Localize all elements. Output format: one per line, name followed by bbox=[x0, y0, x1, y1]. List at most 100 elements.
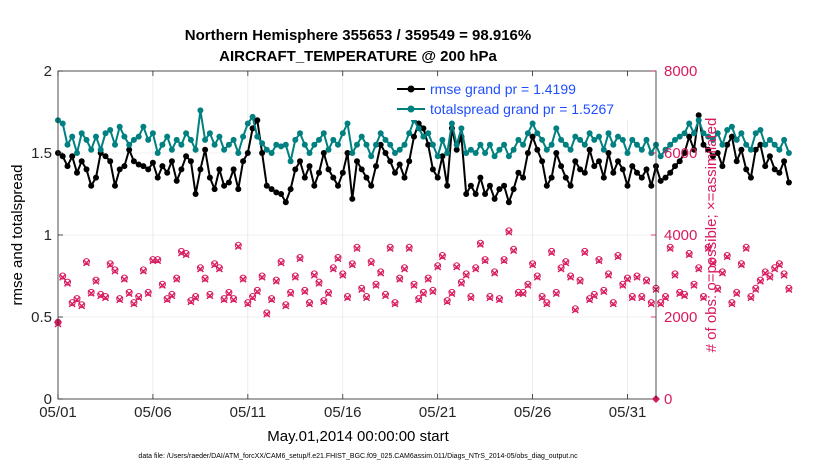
obs-possible-point bbox=[225, 288, 233, 296]
data-point bbox=[434, 153, 441, 160]
data-point bbox=[102, 153, 109, 160]
obs-possible-point bbox=[325, 288, 332, 296]
data-point bbox=[259, 140, 266, 147]
obs-possible-point bbox=[718, 268, 726, 276]
data-point bbox=[539, 136, 546, 143]
obs-assimilated-point bbox=[500, 257, 508, 265]
series-2 bbox=[54, 227, 793, 326]
data-point bbox=[83, 136, 90, 143]
obs-possible-point bbox=[367, 258, 375, 266]
x-tick-label: 05/26 bbox=[514, 404, 552, 421]
y-right-tick-label: 6000 bbox=[664, 145, 697, 162]
data-point bbox=[562, 174, 569, 181]
series-1 bbox=[55, 107, 792, 165]
legend: rmse grand pr = 1.4199 totalspread grand… bbox=[393, 78, 655, 120]
data-point bbox=[368, 182, 375, 189]
obs-possible-point bbox=[415, 295, 423, 303]
obs-assimilated-point bbox=[548, 249, 556, 257]
data-point bbox=[344, 120, 351, 127]
obs-assimilated-point bbox=[291, 273, 299, 281]
data-point bbox=[306, 163, 313, 170]
data-point bbox=[747, 174, 754, 181]
obs-possible-point bbox=[438, 252, 446, 259]
data-point bbox=[358, 166, 365, 173]
x-tick-label: 05/21 bbox=[419, 404, 457, 421]
obs-assimilated-point bbox=[576, 277, 584, 285]
data-point bbox=[738, 130, 745, 137]
data-point bbox=[491, 153, 498, 160]
data-point bbox=[572, 133, 579, 140]
obs-possible-point bbox=[609, 299, 617, 307]
data-point bbox=[69, 133, 76, 140]
data-point bbox=[439, 153, 446, 160]
obs-possible-point bbox=[557, 264, 565, 272]
obs-possible-point bbox=[695, 264, 703, 272]
data-point bbox=[771, 141, 778, 148]
obs-assimilated-point bbox=[73, 296, 81, 304]
obs-assimilated-point bbox=[391, 300, 399, 308]
obs-possible-point bbox=[315, 278, 323, 286]
data-point bbox=[164, 169, 171, 176]
obs-possible-point bbox=[472, 264, 480, 272]
data-point bbox=[562, 141, 569, 148]
obs-assimilated-point bbox=[529, 261, 537, 269]
obs-assimilated-point bbox=[287, 290, 295, 298]
data-point bbox=[78, 158, 85, 165]
data-point bbox=[173, 177, 180, 184]
data-point bbox=[463, 191, 470, 197]
obs-possible-point bbox=[481, 256, 489, 264]
obs-possible-point bbox=[272, 276, 280, 284]
obs-assimilated-point bbox=[144, 290, 152, 298]
data-point bbox=[781, 136, 788, 143]
data-point bbox=[130, 158, 137, 165]
obs-possible-point bbox=[619, 280, 627, 288]
data-point bbox=[686, 120, 693, 127]
legend-marker-rmse bbox=[407, 85, 415, 93]
obs-assimilated-point bbox=[177, 249, 185, 257]
data-point bbox=[567, 182, 574, 189]
obs-assimilated-point bbox=[139, 267, 147, 275]
obs-possible-point bbox=[353, 243, 361, 251]
obs-possible-point bbox=[363, 293, 370, 300]
obs-possible-point bbox=[785, 284, 793, 292]
obs-assimilated-point bbox=[282, 302, 290, 310]
obs-assimilated-point bbox=[367, 259, 375, 267]
obs-assimilated-point bbox=[700, 294, 707, 302]
data-point bbox=[368, 153, 375, 160]
obs-possible-point bbox=[401, 264, 408, 272]
obs-possible-point bbox=[756, 276, 764, 284]
obs-possible-point bbox=[144, 288, 152, 296]
data-point bbox=[74, 150, 80, 156]
data-point bbox=[282, 199, 289, 206]
data-point bbox=[254, 117, 261, 124]
data-point bbox=[425, 130, 432, 137]
obs-possible-point bbox=[600, 286, 608, 294]
data-point bbox=[520, 174, 527, 181]
obs-possible-point bbox=[334, 254, 342, 261]
data-point bbox=[695, 117, 702, 124]
data-point bbox=[287, 186, 294, 193]
data-point bbox=[781, 158, 788, 165]
legend-label-spread: totalspread grand pr = 1.5267 bbox=[430, 101, 614, 117]
data-point bbox=[529, 133, 536, 140]
obs-assimilated-point bbox=[258, 273, 266, 281]
data-point bbox=[411, 133, 417, 140]
data-point bbox=[486, 182, 493, 189]
obs-assimilated-point bbox=[201, 275, 209, 283]
legend-marker-spread bbox=[407, 105, 415, 113]
data-point bbox=[700, 130, 707, 137]
obs-assimilated-point bbox=[173, 275, 181, 283]
obs-assimilated-point bbox=[472, 265, 480, 273]
obs-assimilated-point bbox=[253, 288, 261, 296]
obs-assimilated-point bbox=[533, 273, 541, 281]
data-point bbox=[130, 136, 137, 143]
data-point bbox=[282, 141, 289, 148]
obs-possible-point bbox=[733, 288, 741, 296]
data-point bbox=[316, 136, 322, 143]
obs-assimilated-point bbox=[662, 294, 669, 302]
obs-possible-point bbox=[173, 274, 181, 282]
obs-possible-point bbox=[92, 276, 100, 284]
obs-possible-point bbox=[230, 295, 238, 303]
data-point bbox=[126, 146, 133, 153]
obs-assimilated-point bbox=[196, 265, 204, 273]
